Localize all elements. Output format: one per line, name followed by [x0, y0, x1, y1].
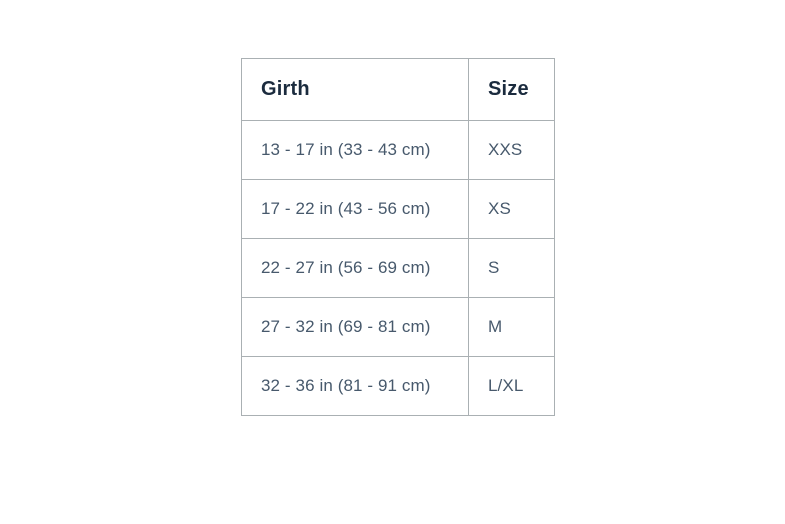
table-header-row: Girth Size	[241, 58, 555, 121]
size-cell: M	[468, 297, 555, 357]
size-cell: XS	[468, 179, 555, 239]
table-row: 27 - 32 in (69 - 81 cm) M	[241, 297, 555, 357]
size-cell: S	[468, 238, 555, 298]
column-header-size: Size	[468, 58, 555, 121]
table-row: 22 - 27 in (56 - 69 cm) S	[241, 238, 555, 298]
size-cell: L/XL	[468, 356, 555, 416]
size-chart-table: Girth Size 13 - 17 in (33 - 43 cm) XXS 1…	[241, 58, 555, 416]
size-cell: XXS	[468, 120, 555, 180]
size-chart-container: Girth Size 13 - 17 in (33 - 43 cm) XXS 1…	[241, 58, 555, 416]
table-row: 32 - 36 in (81 - 91 cm) L/XL	[241, 356, 555, 416]
girth-cell: 13 - 17 in (33 - 43 cm)	[241, 120, 469, 180]
girth-cell: 22 - 27 in (56 - 69 cm)	[241, 238, 469, 298]
column-header-girth: Girth	[241, 58, 469, 121]
table-row: 13 - 17 in (33 - 43 cm) XXS	[241, 120, 555, 180]
girth-cell: 32 - 36 in (81 - 91 cm)	[241, 356, 469, 416]
girth-cell: 27 - 32 in (69 - 81 cm)	[241, 297, 469, 357]
table-row: 17 - 22 in (43 - 56 cm) XS	[241, 179, 555, 239]
girth-cell: 17 - 22 in (43 - 56 cm)	[241, 179, 469, 239]
